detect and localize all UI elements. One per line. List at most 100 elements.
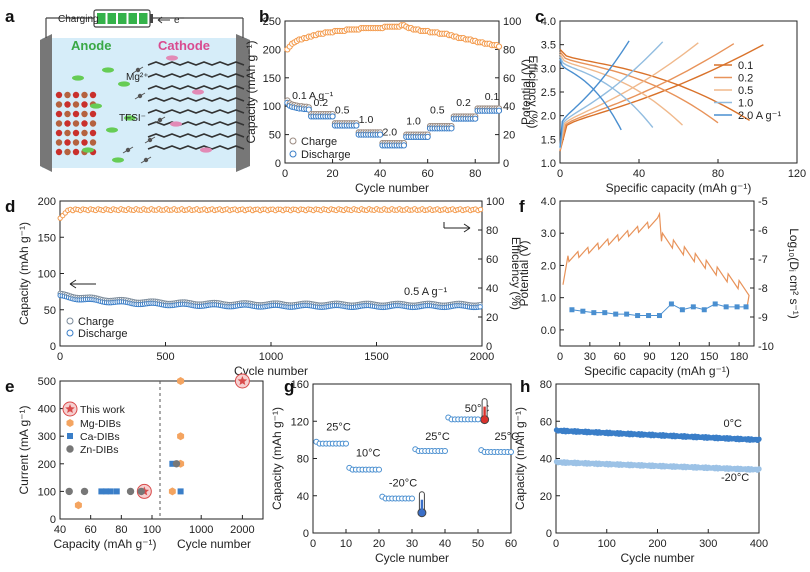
f-diffusion-point <box>613 311 619 317</box>
e-legend-mg: Mg-DIBs <box>80 418 121 430</box>
h-series-label-0: 0°C <box>723 418 742 430</box>
h-ytick-label: 60 <box>540 416 552 428</box>
b-discharge-point <box>448 125 455 132</box>
tfsi-anion-bond <box>134 92 146 100</box>
d-ytick-label: 50 <box>44 305 56 317</box>
d-legend-discharge: Discharge <box>78 328 128 340</box>
e-zn-point <box>126 487 135 496</box>
g-xtick-label: 0 <box>310 538 316 550</box>
b-ylabel: Capacity (mAh g⁻¹) <box>244 40 258 143</box>
c-ytick-label: 2.0 <box>541 111 556 123</box>
f-diffusion-point <box>591 310 597 316</box>
e-xlabel2: Cycle number <box>177 537 251 551</box>
f-ytick-label: 3.0 <box>541 228 556 240</box>
anode-atom <box>72 120 80 127</box>
g-ytick-label: 40 <box>297 491 309 503</box>
b-rate-label: 1.0 <box>359 114 374 126</box>
b-ytick-label: 250 <box>263 16 281 28</box>
anode-atom <box>81 139 88 146</box>
c-discharge-curve-1 <box>559 51 719 124</box>
intercalated-anion <box>166 55 178 61</box>
graphite-layer <box>147 97 245 102</box>
c-legend-label-1: 0.2 <box>738 73 753 85</box>
c-ytick-label: 1.5 <box>541 134 556 146</box>
f-diffusion-point <box>602 310 608 316</box>
c-ylabel: Potential (V) <box>519 59 533 125</box>
f-y2tick-label: -8 <box>758 283 768 295</box>
f-diffusion-point <box>646 313 652 319</box>
e-ylabel: Current (mA g⁻¹) <box>17 405 31 494</box>
c-ytick-label: 4.0 <box>541 16 556 28</box>
e-ytick-label: 500 <box>38 376 56 388</box>
e-frame <box>59 380 264 520</box>
battery-cell <box>107 13 116 24</box>
anode-atom <box>89 120 97 127</box>
thermometer-hot-icon-fluid <box>483 406 486 419</box>
anode-atom <box>81 110 88 118</box>
e-legend-ca-marker <box>67 433 73 439</box>
g-xtick-label: 30 <box>406 538 418 550</box>
f-y2tick-label: -7 <box>758 254 768 266</box>
tfsi-anion-bond <box>122 146 134 154</box>
mg-ion <box>82 147 94 153</box>
h-xtick-label: 200 <box>648 538 666 550</box>
g-temp-label: -20°C <box>389 477 417 489</box>
d-xlabel: Cycle number <box>234 364 308 378</box>
graphite-layer <box>147 73 245 78</box>
h-ylabel: Capacity (mAh g⁻¹) <box>513 407 527 510</box>
c-axes: 0 40 80 120 1.0 1.5 2.0 2.5 3.0 3.5 4.0 Specific ca… <box>519 16 806 195</box>
e-ytick-label: 300 <box>38 431 56 443</box>
battery-terminal <box>150 14 153 23</box>
d-ytick-label: 100 <box>38 269 56 281</box>
e-ca-point <box>98 488 105 495</box>
b-legend-discharge: Discharge <box>301 149 351 161</box>
b-discharge-point <box>472 115 479 122</box>
b-rate-label: 0.5 <box>335 105 350 117</box>
d-legend-discharge-marker <box>66 329 74 337</box>
e-ytick-label: 400 <box>38 404 56 416</box>
c-ytick-label: 2.5 <box>541 87 556 99</box>
anode-atom <box>72 148 80 156</box>
h-xlabel: Cycle number <box>620 551 694 565</box>
f-xlabel: Specific capacity (mAh g⁻¹) <box>584 364 730 378</box>
c-xtick-label: 120 <box>788 168 806 180</box>
f-diffusion-point <box>743 304 749 310</box>
g-xtick-label: 40 <box>439 538 451 550</box>
mg-ion <box>72 75 84 81</box>
panel-letter-c: c <box>535 7 544 26</box>
anode-atom <box>89 129 97 137</box>
e-legend-ca: Ca-DIBs <box>80 431 120 443</box>
b-discharge-point <box>353 122 360 129</box>
g-capacity-point <box>475 416 481 423</box>
e-zn-point <box>65 487 73 496</box>
c-legend-label-3: 1.0 <box>738 98 753 110</box>
mg-ion <box>112 157 124 163</box>
mg-ion-label: Mg²⁺ <box>126 72 149 83</box>
g-temp-label: 25°C <box>495 431 520 443</box>
b-xtick-label: 80 <box>469 168 481 180</box>
b-xtick-label: 20 <box>326 168 338 180</box>
e-this-work-cycle-point <box>237 376 248 385</box>
f-diffusion-point <box>690 304 696 310</box>
c-legend-label-2: 0.5 <box>738 85 753 97</box>
schematic: Charging e⁻ Anode Cathode Mg²⁺ TFSI⁻ <box>40 9 250 172</box>
g-xtick-label: 50 <box>472 538 484 550</box>
anode-label: Anode <box>71 38 111 53</box>
c-ytick-label: 3.0 <box>541 63 556 75</box>
f-axes: 0 30 60 90 120 150 180 0.0 1.0 2.0 3.0 4.0 -10 -9 -8 -7… <box>517 196 801 378</box>
e-ca-cycle-point <box>177 488 184 495</box>
f-xtick-label: 90 <box>643 351 655 363</box>
e-xlabel: Capacity (mAh g⁻¹) <box>53 537 156 551</box>
mg-ion <box>102 67 114 73</box>
g-capacity-point <box>343 440 349 447</box>
d-xtick-label: 0 <box>57 351 63 363</box>
h-xtick-label: 0 <box>553 538 559 550</box>
panel-letter-h: h <box>520 377 530 396</box>
h-ytick-label: 0 <box>546 528 552 540</box>
tfsi-anion-bond <box>144 136 156 144</box>
f-diffusion-point <box>580 308 586 314</box>
anode-atom <box>72 101 80 108</box>
b-rate-label: 2.0 <box>382 127 397 139</box>
d-ytick-label: 200 <box>38 196 56 208</box>
